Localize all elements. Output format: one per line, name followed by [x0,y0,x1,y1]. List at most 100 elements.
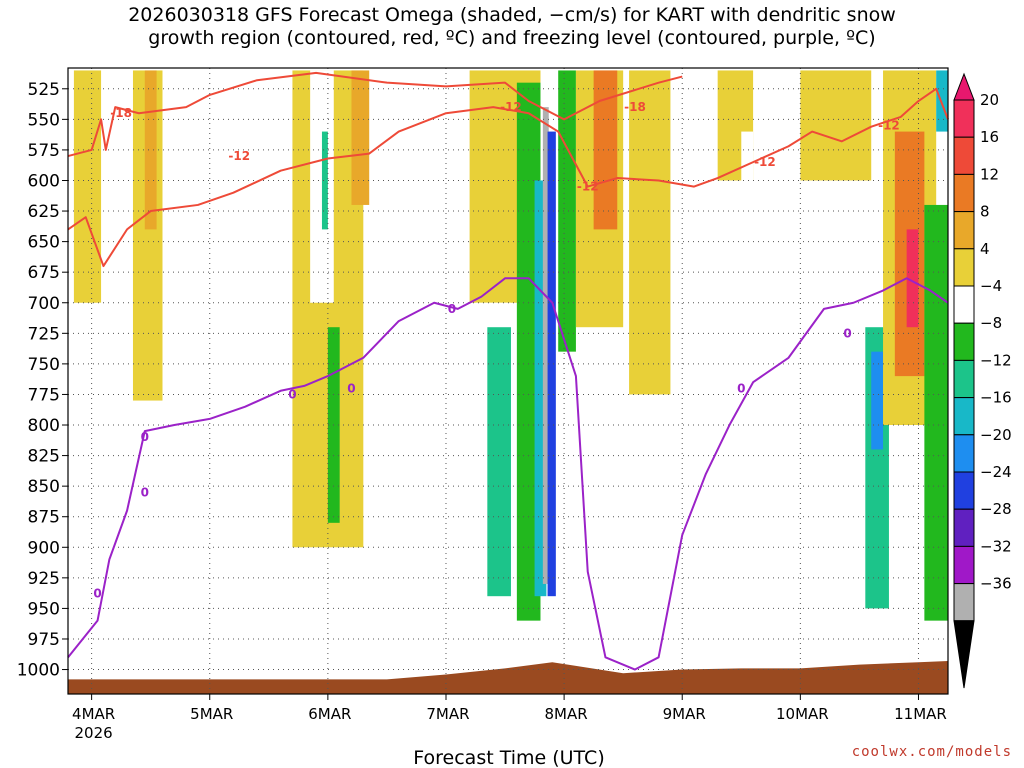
y-tick-label-575: 575 [28,141,60,161]
contour-label-1-1: -12 [500,100,522,114]
y-tick-label-775: 775 [28,385,60,405]
colorbar-label-11: −28 [980,500,1012,518]
omega-shade-12 [487,327,511,597]
x-tick-label-8MAR: 8MAR [545,705,588,723]
omega-shade-24 [764,486,848,548]
contour-line-2 [67,277,949,671]
x-axis-label: Forecast Time (UTC) [413,747,604,768]
x-tick-label-9MAR: 9MAR [663,705,706,723]
omega-shade-31 [924,204,948,621]
y-tick-label-675: 675 [28,263,60,283]
colorbar-box-3 [953,211,975,250]
y-tick-label-800: 800 [28,416,60,436]
contour-label-1-2: -12 [577,180,599,194]
colorbar-box-4 [953,248,975,287]
y-tick-label-1000: 1000 [17,661,60,681]
colorbar-label-0: 20 [980,91,999,109]
omega-shade-9 [351,70,370,205]
colorbar-box-9 [953,434,975,473]
contour-label-1-3: -12 [754,155,776,169]
omega-shade-0 [73,70,102,303]
colorbar-box-8 [953,397,975,436]
x-tick-label-11MAR: 11MAR [894,705,947,723]
omega-shade-15 [542,107,549,584]
x-tick-label-10MAR: 10MAR [776,705,829,723]
colorbar-label-4: 4 [980,240,990,258]
y-tick-label-950: 950 [28,599,60,619]
contour-label-0-1: -18 [624,100,646,114]
colorbar-label-8: −16 [980,389,1012,407]
omega-shade-19 [593,70,618,230]
contour-label-2-2: 0 [347,381,355,395]
contour-label-2-4: 0 [737,381,745,395]
contour-label-2-1: 0 [288,387,296,401]
watermark: coolwx.com/models [851,744,1012,760]
terrain-area [68,660,948,694]
omega-shade-1 [97,302,104,389]
omega-shade-3 [144,70,157,230]
omega-shade-23 [800,70,872,181]
contour-label-2-6: 0 [141,485,149,499]
y-tick-label-525: 525 [28,80,60,100]
colorbar-top-arrow [953,72,975,101]
omega-shade-27 [871,351,884,450]
y-tick-label-850: 850 [28,477,60,497]
omega-shade-16 [547,131,556,597]
colorbar-box-6 [953,322,975,361]
contour-label-1-4: -12 [878,118,900,132]
contour-label-2-7: 0 [93,587,101,601]
y-tick-label-550: 550 [28,110,60,130]
omega-shade-14 [534,180,547,597]
chart-title-line-1: 2026030318 GFS Forecast Omega (shaded, −… [128,4,896,26]
y-tick-label-900: 900 [28,538,60,558]
contour-label-2-5: 0 [843,326,851,340]
contour-label-2-3: 0 [448,302,456,316]
y-tick-label-875: 875 [28,508,60,528]
y-tick-label-650: 650 [28,233,60,253]
contour-line-0 [67,71,683,157]
x-tick-label-4MAR: 4MAR [72,705,115,723]
omega-shade-13 [516,82,541,621]
x-tick-label-5MAR: 5MAR [190,705,233,723]
colorbar-label-9: −20 [980,426,1012,444]
omega-shade-32 [936,70,948,132]
chart-title-line-2: growth region (contoured, red, ºC) and f… [148,27,876,49]
omega-shade-22 [741,131,754,230]
colorbar-label-5: −4 [980,277,1002,295]
y-tick-label-700: 700 [28,294,60,314]
colorbar-box-0 [953,99,975,138]
y-tick-label-625: 625 [28,202,60,222]
colorbar-box-2 [953,173,975,213]
colorbar-box-12 [953,545,975,585]
contour-label-1-0: -12 [228,149,250,163]
colorbar-box-1 [953,136,975,175]
chart-title: 2026030318 GFS Forecast Omega (shaded, −… [0,4,1024,50]
colorbar-label-2: 12 [980,165,999,183]
y-tick-label-600: 600 [28,171,60,191]
colorbar-label-3: 8 [980,203,990,221]
y-tick-label-725: 725 [28,324,60,344]
x-tick-sublabel: 2026 [75,724,113,742]
colorbar-box-13 [953,583,975,622]
colorbar-box-11 [953,508,975,547]
contour-line-1 [67,87,949,268]
plot-frame [67,67,949,695]
colorbar-box-5 [953,285,975,324]
contour-label-2-0: 0 [141,430,149,444]
y-tick-label-750: 750 [28,355,60,375]
colorbar-bottom-arrow [953,620,975,689]
colorbar-label-13: −36 [980,575,1012,593]
omega-shade-30 [906,229,919,328]
colorbar-label-1: 16 [980,128,999,146]
y-tick-label-825: 825 [28,447,60,467]
omega-shade-20 [629,70,671,395]
y-tick-label-925: 925 [28,569,60,589]
colorbar-label-6: −8 [980,314,1002,332]
omega-shade-7 [321,131,328,230]
x-tick-label-7MAR: 7MAR [426,705,469,723]
colorbar-box-7 [953,359,975,399]
colorbar-label-10: −24 [980,463,1012,481]
y-tick-label-975: 975 [28,630,60,650]
colorbar-label-12: −32 [980,537,1012,555]
